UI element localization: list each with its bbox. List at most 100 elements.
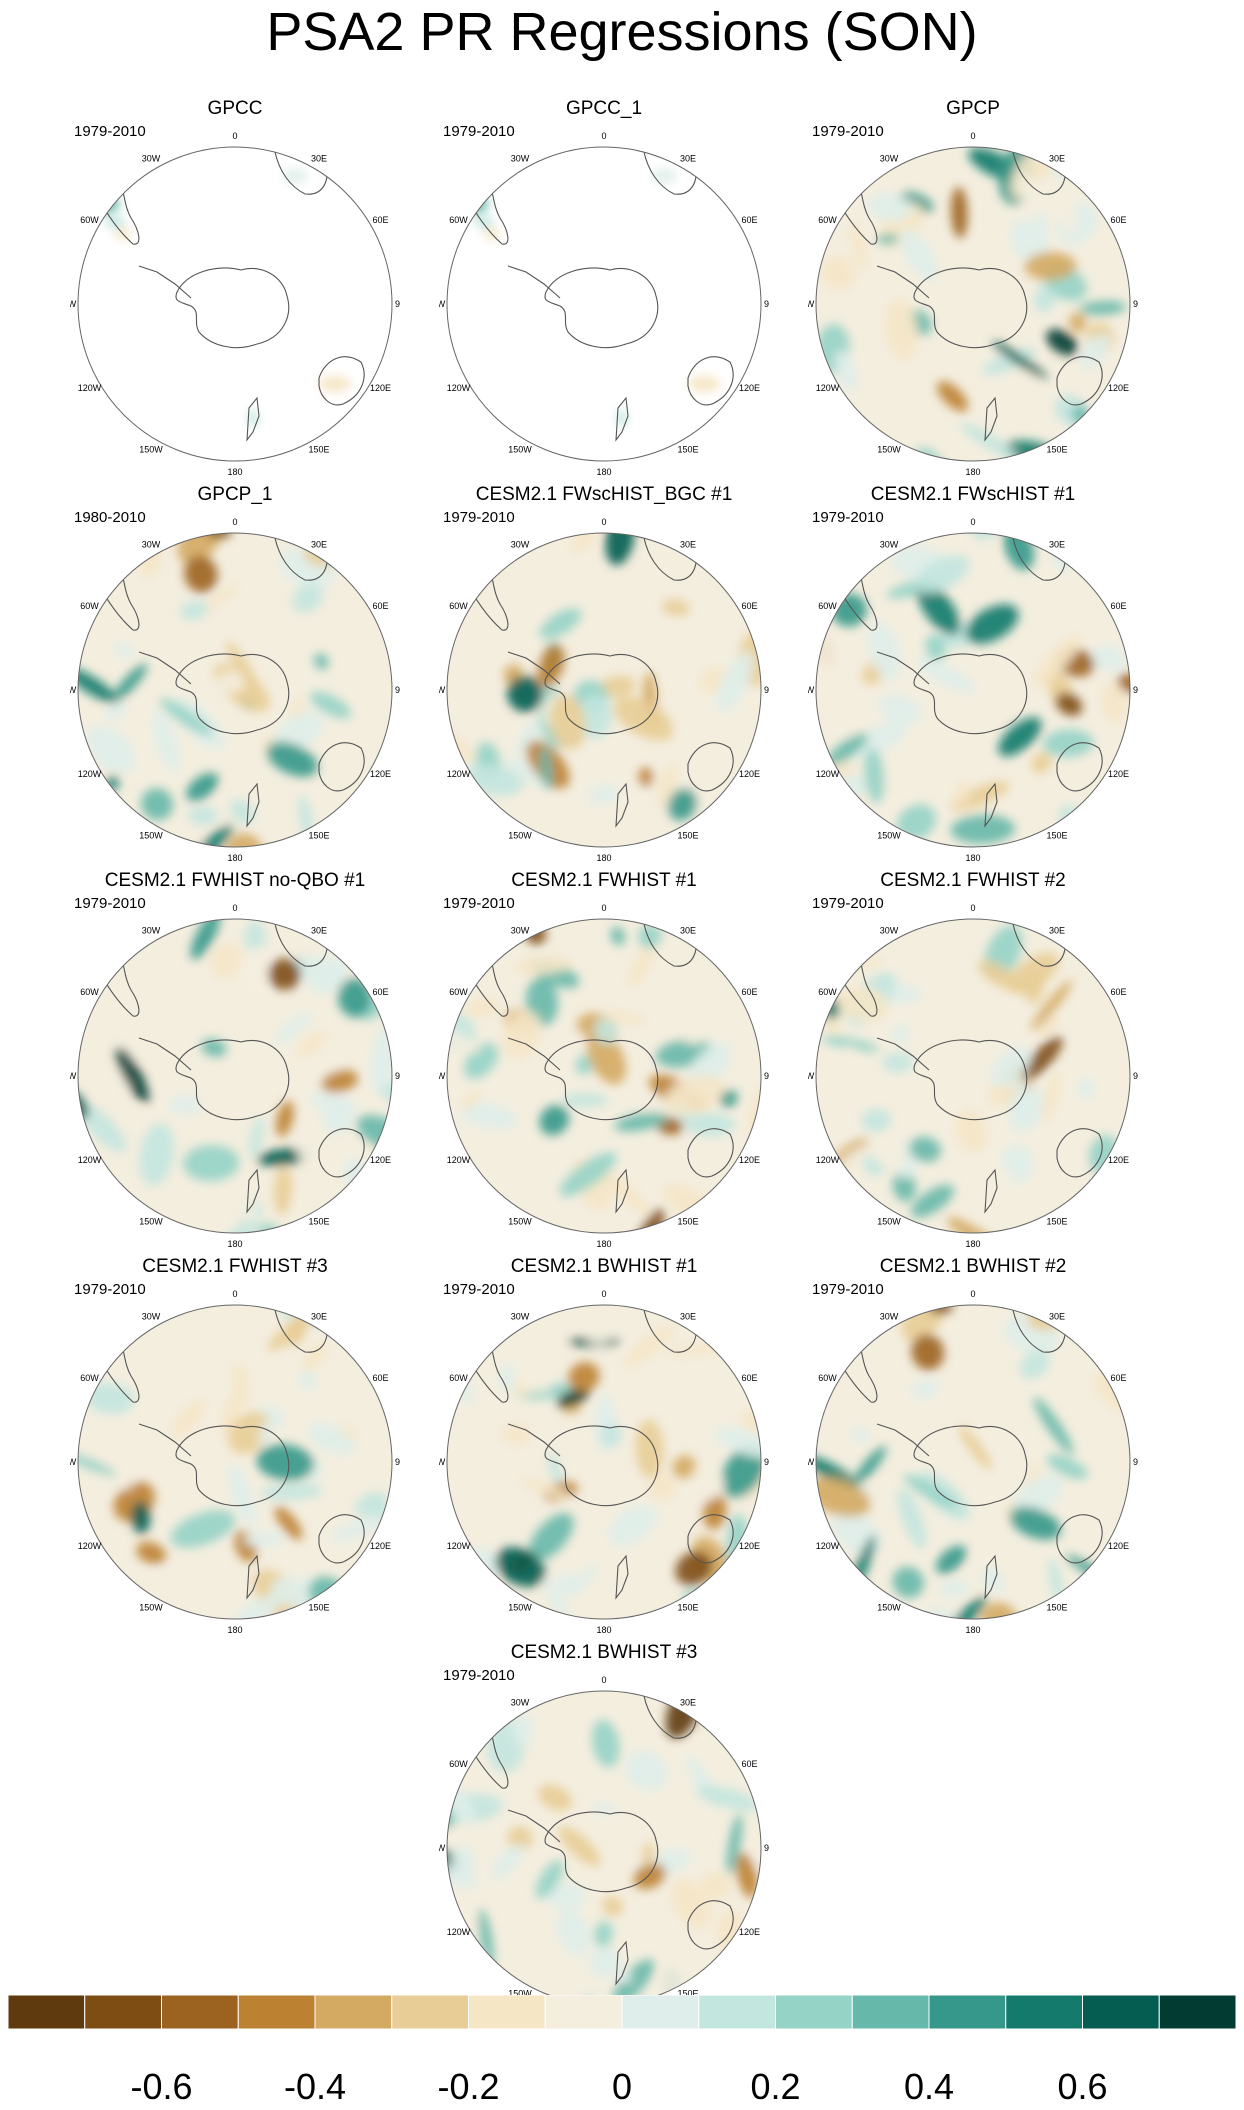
longitude-label: 60E <box>372 215 388 225</box>
panel-title: GPCC <box>207 98 263 119</box>
longitude-label: 120E <box>370 769 391 779</box>
longitude-label: 60E <box>741 987 757 997</box>
longitude-label: 60W <box>449 1759 468 1769</box>
longitude-label: 120W <box>447 769 471 779</box>
colorbar-tick-label: 0.6 <box>1057 2066 1107 2107</box>
longitude-label: 180 <box>227 853 242 863</box>
longitude-label: 90E <box>1133 299 1138 309</box>
colorbar-swatch <box>698 1995 776 2030</box>
longitude-label: 120W <box>447 383 471 393</box>
colorbar-swatch <box>391 1995 469 2030</box>
longitude-label: 60W <box>818 601 837 611</box>
polar-map: 030E60E90E120E150E180150W120W90W60W30W <box>808 903 1138 1249</box>
colorbar-tick-label: 0 <box>612 2066 632 2107</box>
map-panel: CESM2.1 FWHIST no-QBO #1 1979-2010 0 30E 60E… <box>70 870 400 1260</box>
panel-period: 1979-2010 <box>443 1667 515 1684</box>
longitude-label: 0 <box>970 1289 975 1299</box>
map-panel: CESM2.1 BWHIST #3 1979-2010 0 30E 60E 90E 120E… <box>439 1642 769 2032</box>
longitude-label: 120E <box>1108 383 1129 393</box>
panel-period: 1980-2010 <box>74 509 146 526</box>
colorbar-swatch <box>84 1995 162 2030</box>
longitude-label: 120W <box>816 1155 840 1165</box>
longitude-label: 60W <box>449 1373 468 1383</box>
longitude-label: 60W <box>80 1373 99 1383</box>
colorbar-swatch <box>314 1995 393 2030</box>
map-panel: CESM2.1 FWHIST #2 1979-2010 0 30E 60E 90E 120E… <box>808 870 1138 1260</box>
longitude-label: 150W <box>139 1603 163 1613</box>
longitude-label: 120E <box>370 1155 391 1165</box>
polar-map: 030E60E90E120E150E180150W120W90W60W30W <box>439 1675 769 2021</box>
longitude-label: 90W <box>808 685 815 695</box>
longitude-label: 60W <box>449 215 468 225</box>
polar-map: 030E60E90E120E150E180150W120W90W60W30W <box>70 1289 400 1635</box>
polar-map: 030E60E90E120E150E180150W120W90W60W30W <box>70 517 400 863</box>
longitude-label: 120E <box>739 1541 760 1551</box>
longitude-label: 60E <box>741 1759 757 1769</box>
longitude-label: 60W <box>449 987 468 997</box>
map-panel: GPCP 1979-2010 0 30E 60E 90E 120E 150E 180 150W 12… <box>808 98 1138 488</box>
longitude-label: 30W <box>142 1312 161 1322</box>
longitude-label: 30W <box>142 926 161 936</box>
longitude-label: 150W <box>508 831 532 841</box>
longitude-label: 0 <box>970 131 975 141</box>
panel-title: CESM2.1 FWHIST #3 <box>142 1256 328 1277</box>
longitude-label: 60E <box>1110 1373 1126 1383</box>
longitude-label: 150E <box>1046 831 1067 841</box>
longitude-label: 60E <box>741 1373 757 1383</box>
panel-title: CESM2.1 FWHIST #1 <box>511 870 697 891</box>
longitude-label: 0 <box>601 1289 606 1299</box>
longitude-label: 0 <box>601 517 606 527</box>
longitude-label: 150E <box>308 1217 329 1227</box>
polar-map: 030E60E90E120E150E180150W120W90W60W30W <box>70 903 400 1249</box>
panel-period: 1979-2010 <box>74 123 146 140</box>
longitude-label: 30W <box>511 926 530 936</box>
colorbar-swatch <box>544 1995 623 2030</box>
longitude-label: 60E <box>741 215 757 225</box>
longitude-label: 90E <box>764 1457 769 1467</box>
longitude-label: 90W <box>808 1457 815 1467</box>
polar-map: 030E60E90E120E150E180150W120W90W60W30W <box>808 131 1138 477</box>
colorbar-swatch <box>928 1995 1007 2030</box>
longitude-label: 90W <box>70 299 77 309</box>
colorbar-swatch <box>1005 1995 1083 2030</box>
panel-period: 1979-2010 <box>812 895 884 912</box>
longitude-label: 120E <box>370 383 391 393</box>
longitude-label: 60W <box>449 601 468 611</box>
longitude-label: 60W <box>80 601 99 611</box>
longitude-label: 60E <box>1110 215 1126 225</box>
longitude-label: 120E <box>739 1155 760 1165</box>
polar-map: 030E60E90E120E150E180150W120W90W60W30W <box>439 903 769 1249</box>
longitude-label: 180 <box>227 1239 242 1249</box>
longitude-label: 30W <box>511 1312 530 1322</box>
panel-title: CESM2.1 BWHIST #1 <box>510 1256 698 1277</box>
longitude-label: 90E <box>764 685 769 695</box>
longitude-label: 30E <box>311 540 327 550</box>
longitude-label: 120W <box>447 1541 471 1551</box>
longitude-label: 180 <box>965 467 980 477</box>
longitude-label: 150W <box>508 1603 532 1613</box>
longitude-label: 120E <box>739 383 760 393</box>
longitude-label: 150W <box>508 1989 532 1999</box>
longitude-label: 0 <box>232 517 237 527</box>
longitude-label: 150E <box>308 831 329 841</box>
longitude-label: 180 <box>965 853 980 863</box>
longitude-label: 180 <box>965 1239 980 1249</box>
longitude-label: 60W <box>818 1373 837 1383</box>
colorbar-tick-label: -0.4 <box>284 2066 346 2107</box>
longitude-label: 60E <box>1110 601 1126 611</box>
longitude-label: 90E <box>395 1457 400 1467</box>
longitude-label: 30E <box>680 1312 696 1322</box>
longitude-label: 60E <box>372 987 388 997</box>
map-panel: CESM2.1 FWscHIST_BGC #1 1979-2010 0 30E 60E 9… <box>439 484 769 874</box>
longitude-label: 60W <box>818 987 837 997</box>
longitude-label: 150E <box>677 445 698 455</box>
panel-title: GPCC_1 <box>565 98 643 119</box>
longitude-label: 150E <box>308 445 329 455</box>
longitude-label: 120W <box>78 383 102 393</box>
longitude-label: 30W <box>511 1698 530 1708</box>
longitude-label: 90W <box>439 1843 446 1853</box>
longitude-label: 150W <box>877 1217 901 1227</box>
longitude-label: 30W <box>142 540 161 550</box>
longitude-label: 90W <box>439 1071 446 1081</box>
colorbar-tick-label: 0.4 <box>904 2066 954 2107</box>
